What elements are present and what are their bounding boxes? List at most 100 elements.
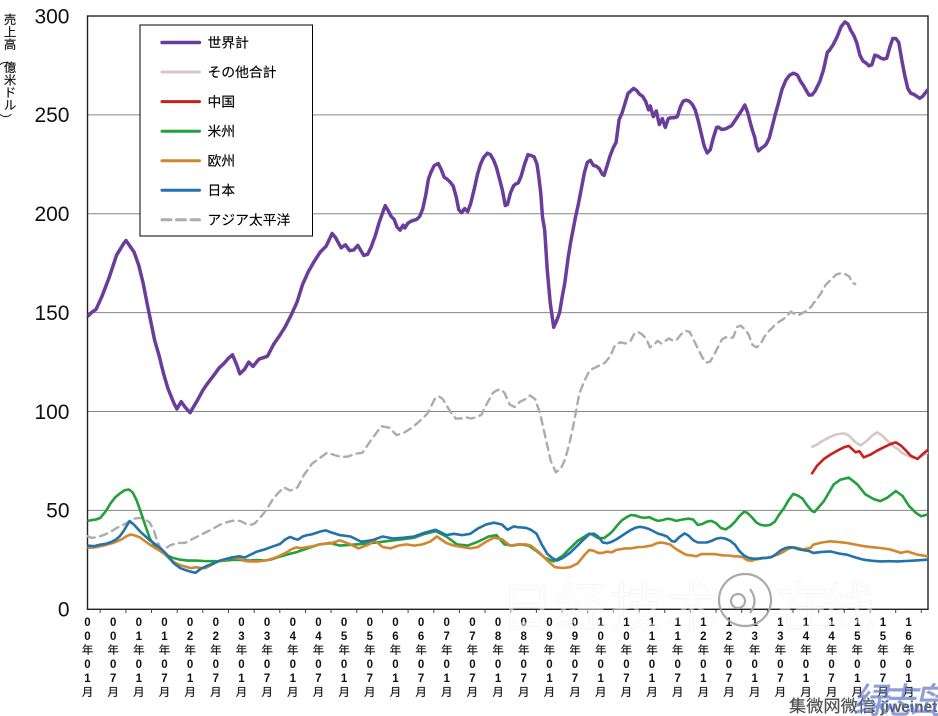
svg-text:1: 1 [880, 617, 887, 629]
svg-text:1: 1 [623, 617, 630, 629]
svg-text:150: 150 [34, 302, 69, 325]
svg-text:0: 0 [597, 631, 603, 643]
svg-text:0: 0 [290, 617, 296, 629]
svg-text:0: 0 [341, 617, 347, 629]
svg-text:7: 7 [623, 673, 629, 685]
svg-text:1: 1 [674, 617, 681, 629]
svg-text:9: 9 [546, 631, 552, 643]
svg-text:1: 1 [649, 617, 656, 629]
svg-text:0: 0 [418, 659, 424, 671]
svg-text:4: 4 [803, 631, 810, 643]
svg-text:0: 0 [110, 659, 116, 671]
svg-text:0: 0 [110, 631, 116, 643]
svg-text:0: 0 [367, 617, 373, 629]
svg-text:3: 3 [238, 631, 244, 643]
svg-text:1: 1 [597, 673, 604, 685]
svg-text:5: 5 [854, 631, 861, 643]
svg-text:0: 0 [546, 659, 552, 671]
svg-text:1: 1 [238, 673, 245, 685]
svg-text:7: 7 [315, 673, 321, 685]
svg-text:1: 1 [136, 631, 143, 643]
svg-text:0: 0 [854, 659, 860, 671]
svg-text:250: 250 [34, 104, 69, 127]
svg-text:1: 1 [546, 673, 553, 685]
svg-text:7: 7 [418, 673, 424, 685]
svg-text:0: 0 [495, 659, 501, 671]
svg-text:0: 0 [392, 617, 398, 629]
svg-text:0: 0 [520, 659, 526, 671]
svg-text:7: 7 [213, 673, 219, 685]
svg-text:0: 0 [238, 659, 244, 671]
svg-text:1: 1 [495, 673, 502, 685]
svg-text:0: 0 [264, 659, 270, 671]
svg-text:0: 0 [264, 617, 270, 629]
svg-text:7: 7 [520, 673, 526, 685]
svg-text:6: 6 [392, 631, 398, 643]
svg-text:0: 0 [623, 659, 629, 671]
svg-text:3: 3 [751, 631, 757, 643]
svg-text:0: 0 [418, 617, 424, 629]
svg-text:0: 0 [84, 631, 90, 643]
svg-text:2: 2 [213, 631, 219, 643]
svg-text:1: 1 [341, 673, 348, 685]
svg-text:0: 0 [315, 617, 321, 629]
svg-text:300: 300 [34, 5, 69, 28]
svg-text:1: 1 [392, 673, 399, 685]
svg-text:7: 7 [367, 673, 373, 685]
svg-text:1: 1 [700, 673, 707, 685]
svg-text:0: 0 [136, 659, 142, 671]
svg-text:4: 4 [828, 631, 835, 643]
svg-text:0: 0 [880, 659, 886, 671]
svg-text:0: 0 [367, 659, 373, 671]
svg-text:1: 1 [751, 673, 758, 685]
svg-text:1: 1 [649, 673, 656, 685]
svg-text:7: 7 [572, 673, 578, 685]
svg-text:4: 4 [315, 631, 322, 643]
svg-text:0: 0 [161, 659, 167, 671]
svg-text:0: 0 [238, 617, 244, 629]
svg-text:0: 0 [777, 659, 783, 671]
svg-text:1: 1 [674, 631, 681, 643]
svg-text:7: 7 [161, 673, 167, 685]
svg-text:6: 6 [418, 631, 424, 643]
svg-text:0: 0 [187, 659, 193, 671]
svg-text:8: 8 [495, 631, 502, 643]
svg-text:2: 2 [700, 631, 706, 643]
svg-text:1: 1 [905, 673, 912, 685]
svg-text:1: 1 [443, 673, 450, 685]
svg-text:6: 6 [905, 631, 911, 643]
svg-text:0: 0 [597, 659, 603, 671]
svg-text:100: 100 [34, 401, 69, 424]
svg-text:0: 0 [443, 659, 449, 671]
svg-text:0: 0 [751, 659, 757, 671]
svg-text:0: 0 [495, 617, 501, 629]
svg-text:1: 1 [854, 673, 861, 685]
svg-text:0: 0 [290, 659, 296, 671]
svg-text:0: 0 [726, 659, 732, 671]
svg-text:0: 0 [392, 659, 398, 671]
svg-text:8: 8 [520, 631, 527, 643]
svg-text:1: 1 [777, 617, 784, 629]
svg-text:1: 1 [803, 673, 810, 685]
svg-text:0: 0 [828, 659, 834, 671]
svg-text:1: 1 [290, 673, 297, 685]
svg-text:1: 1 [84, 673, 91, 685]
svg-text:50: 50 [46, 500, 69, 523]
svg-text:0: 0 [341, 659, 347, 671]
svg-text:9: 9 [572, 631, 578, 643]
svg-text:1: 1 [649, 631, 656, 643]
svg-text:0: 0 [469, 617, 475, 629]
svg-text:7: 7 [674, 673, 680, 685]
svg-text:7: 7 [443, 631, 449, 643]
svg-text:0: 0 [187, 617, 193, 629]
svg-text:1: 1 [726, 617, 733, 629]
svg-text:0: 0 [443, 617, 449, 629]
svg-text:5: 5 [880, 631, 887, 643]
svg-text:1: 1 [803, 617, 810, 629]
svg-text:2: 2 [726, 631, 732, 643]
svg-text:1: 1 [136, 673, 143, 685]
svg-text:200: 200 [34, 203, 69, 226]
svg-text:0: 0 [700, 659, 706, 671]
svg-text:0: 0 [905, 659, 911, 671]
svg-text:7: 7 [828, 673, 834, 685]
